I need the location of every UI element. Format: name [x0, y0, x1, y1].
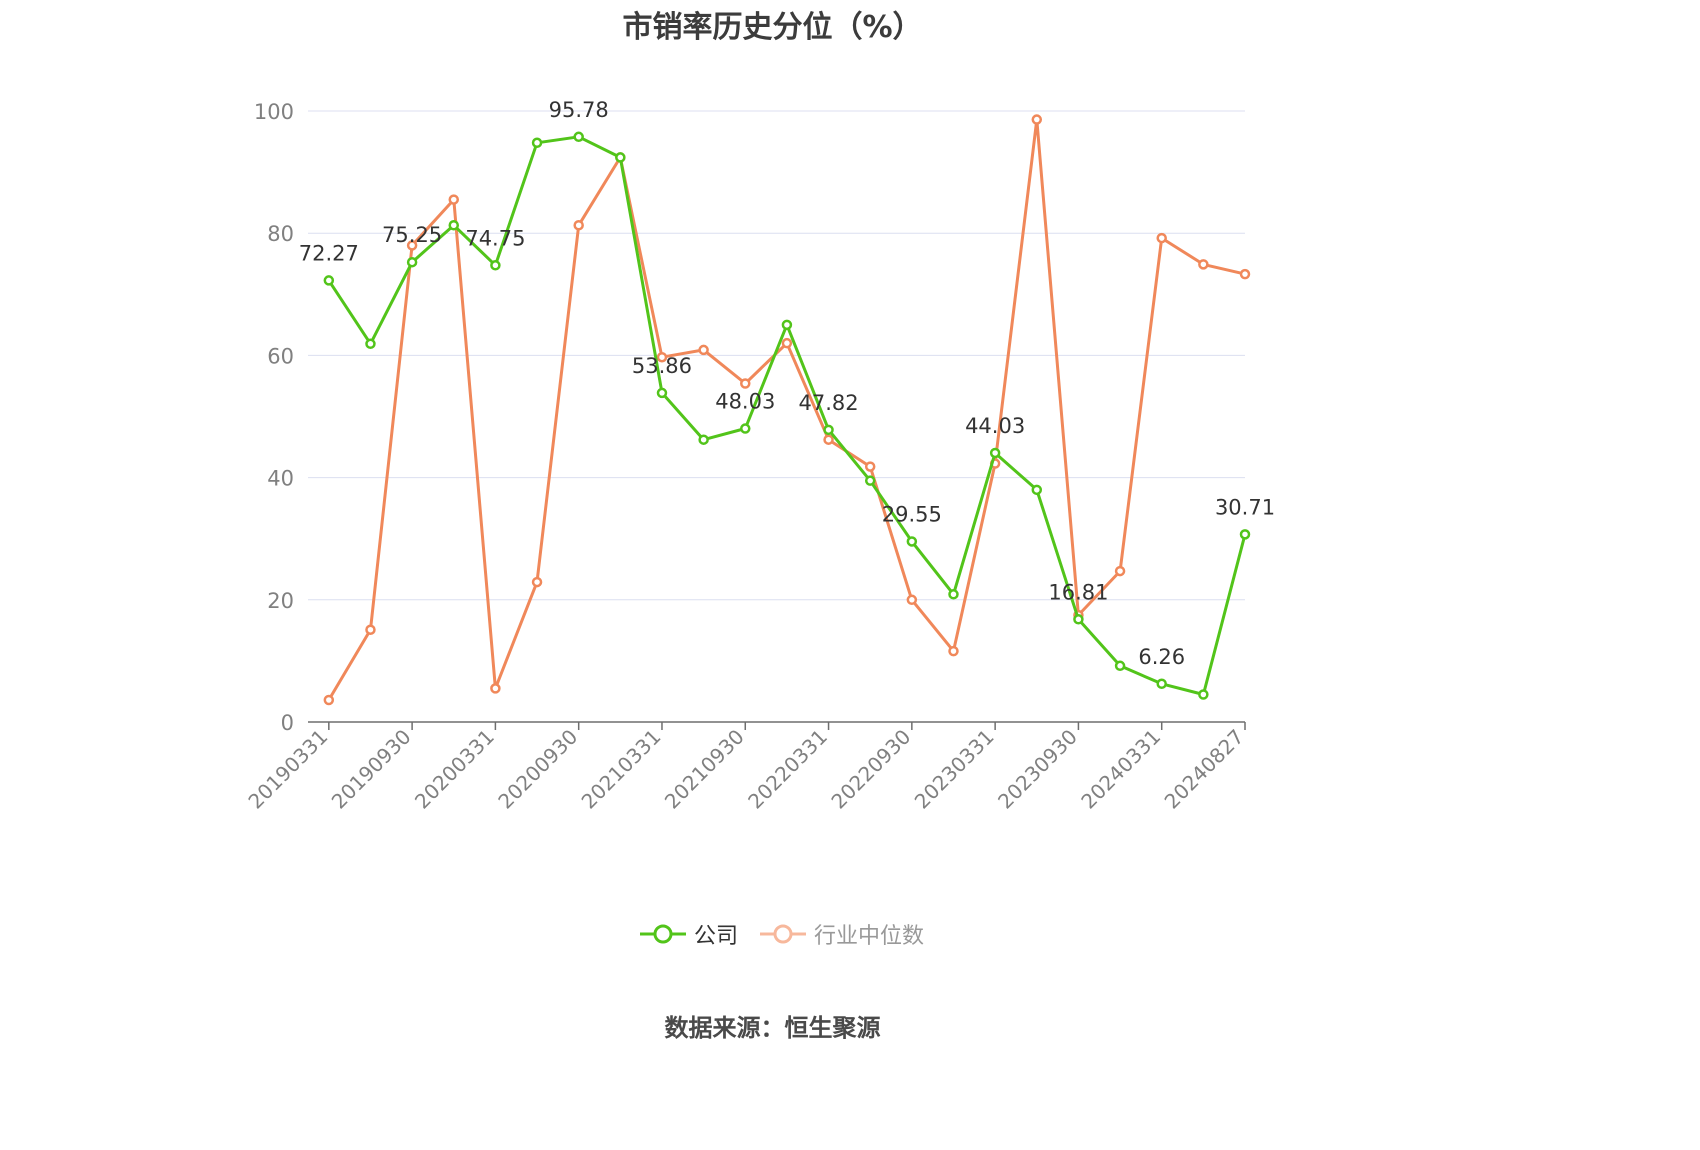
data-label: 95.78 — [549, 98, 609, 122]
data-label: 30.71 — [1215, 495, 1275, 519]
data-point[interactable] — [1156, 232, 1167, 244]
data-point[interactable] — [1239, 529, 1251, 540]
data-point[interactable] — [864, 475, 876, 486]
data-point[interactable] — [365, 338, 376, 350]
data-point[interactable] — [1073, 614, 1084, 625]
data-point[interactable] — [989, 447, 1001, 459]
data-point[interactable] — [1031, 114, 1043, 125]
data-label: 72.27 — [299, 241, 359, 265]
data-point[interactable] — [323, 694, 335, 706]
x-axis-ticks: 2019033120190930202003312020093020210331… — [243, 722, 1249, 814]
source-note: 数据来源：恒生聚源 — [664, 1014, 881, 1042]
data-label: 29.55 — [882, 502, 942, 526]
data-point[interactable] — [1114, 660, 1126, 672]
grid-lines — [308, 110, 1245, 601]
data-label: 53.86 — [632, 354, 692, 378]
data-point[interactable] — [906, 594, 918, 606]
x-tick-label: 20190930 — [327, 725, 416, 814]
legend: 公司 行业中位数 — [640, 918, 946, 950]
data-point[interactable] — [573, 220, 584, 231]
data-point[interactable] — [1114, 565, 1126, 577]
x-tick-label: 20210930 — [660, 725, 749, 814]
y-axis-ticks: 0 20 40 60 80 100 — [254, 100, 294, 735]
y-tick-label: 100 — [254, 100, 294, 124]
data-point[interactable] — [1239, 268, 1251, 280]
series-company — [323, 131, 1251, 700]
data-point[interactable] — [781, 337, 793, 349]
data-point[interactable] — [781, 319, 793, 331]
legend-label-company: 公司 — [694, 924, 739, 949]
data-point[interactable] — [406, 240, 418, 251]
data-point[interactable] — [490, 260, 501, 271]
y-tick-label: 0 — [281, 711, 294, 735]
series-group — [323, 114, 1251, 706]
data-point[interactable] — [740, 378, 751, 389]
data-point[interactable] — [1156, 678, 1167, 690]
data-point[interactable] — [615, 152, 626, 163]
data-label: 48.03 — [715, 390, 775, 414]
x-tick-label: 20240827 — [1160, 725, 1249, 814]
y-tick-label: 60 — [267, 344, 294, 368]
data-label: 75.25 — [382, 223, 442, 247]
y-tick-label: 80 — [267, 222, 294, 246]
chart-title: 市销率历史分位（%） — [622, 10, 923, 45]
data-point[interactable] — [1198, 689, 1209, 700]
x-tick-label: 20190331 — [243, 725, 332, 814]
legend-item-company[interactable]: 公司 — [640, 918, 738, 950]
data-point[interactable] — [365, 624, 376, 635]
data-point[interactable] — [740, 423, 751, 434]
x-tick-label: 20240331 — [1076, 725, 1165, 814]
x-tick-label: 20210331 — [577, 725, 666, 814]
data-point[interactable] — [948, 589, 959, 600]
y-tick-label: 40 — [267, 467, 294, 491]
data-point[interactable] — [406, 256, 418, 268]
x-tick-label: 20230930 — [993, 725, 1082, 814]
data-point[interactable] — [906, 536, 918, 547]
data-point[interactable] — [1198, 259, 1209, 270]
data-point[interactable] — [1031, 484, 1043, 496]
data-label: 6.26 — [1138, 645, 1185, 669]
x-tick-label: 20220331 — [743, 725, 832, 814]
data-labels: 72.27 75.25 74.75 95.78 53.86 48.03 47.82 29.55… — [299, 98, 1275, 669]
data-point[interactable] — [448, 194, 460, 205]
data-point[interactable] — [864, 461, 876, 472]
x-tick-label: 20220930 — [826, 725, 915, 814]
data-point[interactable] — [323, 275, 335, 286]
x-tick-label: 20200331 — [410, 725, 499, 814]
data-point[interactable] — [531, 137, 543, 149]
data-point[interactable] — [823, 434, 834, 445]
data-point[interactable] — [573, 131, 584, 143]
y-tick-label: 20 — [267, 589, 294, 613]
series-line — [327, 118, 1246, 701]
data-label: 47.82 — [798, 391, 858, 415]
data-point[interactable] — [948, 645, 959, 657]
series-industry — [323, 114, 1251, 706]
x-tick-label: 20200930 — [493, 725, 582, 814]
series-line — [327, 135, 1247, 696]
data-point[interactable] — [698, 344, 709, 356]
data-label: 44.03 — [965, 414, 1025, 438]
legend-line-circle-icon — [640, 924, 686, 944]
data-label: 74.75 — [465, 226, 525, 250]
data-point[interactable] — [656, 351, 668, 363]
legend-line-circle-icon — [760, 924, 807, 944]
x-tick-label: 20230331 — [910, 725, 999, 814]
data-point[interactable] — [531, 576, 543, 588]
data-point[interactable] — [656, 387, 668, 399]
legend-label-industry: 行业中位数 — [814, 924, 925, 949]
data-point[interactable] — [823, 424, 834, 436]
data-label: 16.81 — [1048, 580, 1108, 604]
data-point[interactable] — [448, 220, 460, 231]
data-point[interactable] — [490, 683, 501, 694]
legend-item-industry[interactable]: 行业中位数 — [760, 918, 924, 950]
data-point[interactable] — [698, 434, 709, 445]
